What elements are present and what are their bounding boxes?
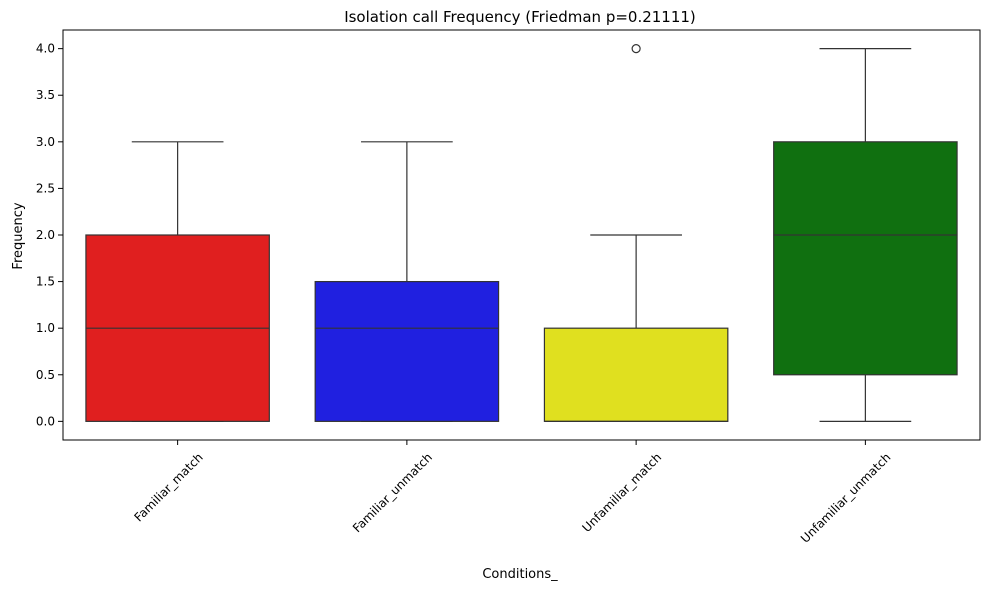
- x-tick-label: Familiar_unmatch: [350, 450, 435, 535]
- y-tick-label: 4.0: [36, 42, 55, 56]
- plot-area: 0.0 0.5 1.0 1.5 2.0 2.5 3.0 3.5 4.0 Familiar_matc…: [36, 29, 981, 546]
- x-tick-label: Unfamiliar_unmatch: [798, 450, 894, 546]
- chart-title: Isolation call Frequency (Friedman p=0.2…: [344, 8, 696, 26]
- y-tick-label: 3.0: [36, 135, 55, 149]
- y-tick-label: 2.5: [36, 181, 55, 195]
- y-tick-label: 0.5: [36, 368, 55, 382]
- outlier-point: [631, 44, 641, 54]
- x-tick-label: Familiar_match: [131, 450, 205, 524]
- box-Unfamiliar_unmatch: [773, 141, 958, 376]
- axes-frame: [62, 29, 981, 441]
- y-tick-label: 1.0: [36, 321, 55, 335]
- x-tick-label: Unfamiliar_match: [579, 450, 664, 535]
- y-axis-label: Frequency: [11, 202, 26, 269]
- y-tick-label: 2.0: [36, 228, 55, 242]
- y-tick-label: 0.0: [36, 414, 55, 428]
- y-tick-label: 1.5: [36, 275, 55, 289]
- box-Familiar_unmatch: [314, 280, 500, 422]
- x-axis-label: Conditions_: [482, 567, 558, 582]
- y-tick-label: 3.5: [36, 88, 55, 102]
- box-Unfamiliar_match: [543, 327, 729, 422]
